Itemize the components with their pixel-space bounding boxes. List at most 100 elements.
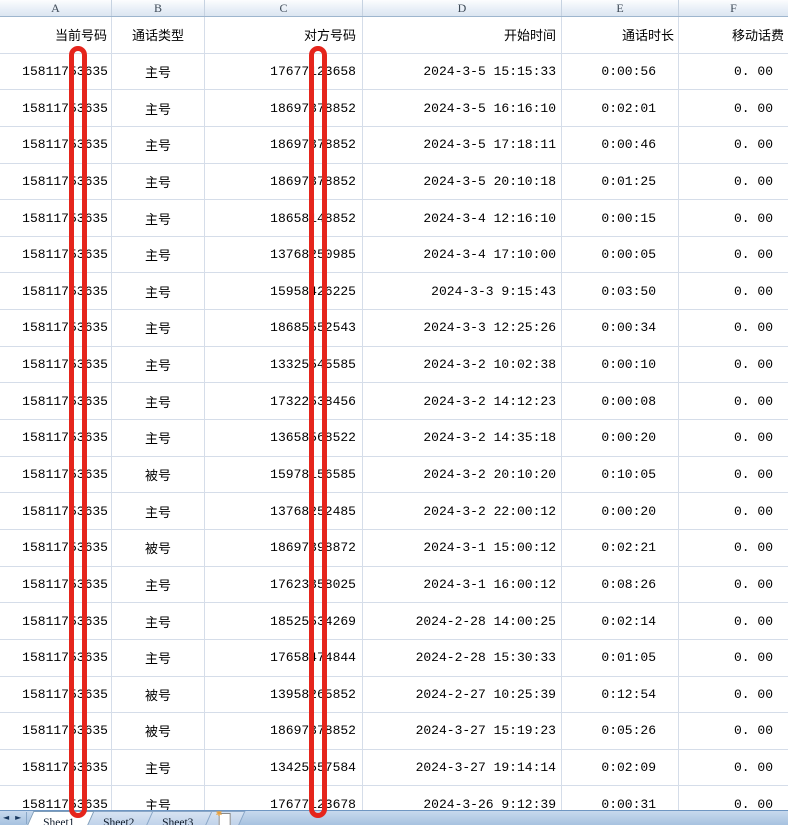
cell-other-number[interactable]: 15978156585: [205, 456, 363, 494]
cell-duration[interactable]: 0:00:56: [562, 53, 679, 91]
cell-mobile-fee[interactable]: 0. 00: [679, 127, 788, 164]
cell-duration[interactable]: 0:00:15: [562, 200, 679, 237]
cell-mobile-fee[interactable]: 0. 00: [679, 347, 788, 384]
cell-start-time[interactable]: 2024-3-5 15:15:33: [363, 53, 562, 91]
cell-other-number[interactable]: 18685552543: [205, 310, 363, 347]
cell-call-type[interactable]: 被号: [112, 713, 205, 750]
cell-start-time[interactable]: 2024-2-28 15:30:33: [363, 639, 562, 677]
cell-call-type[interactable]: 主号: [112, 346, 205, 384]
cell-call-type[interactable]: 主号: [112, 639, 205, 677]
cell-other-number[interactable]: 18525534269: [205, 603, 363, 640]
header-cell-mobile-fee[interactable]: 移动话费: [679, 17, 788, 54]
column-header-b[interactable]: B: [112, 0, 205, 16]
cell-start-time[interactable]: 2024-3-3 9:15:43: [363, 273, 562, 311]
cell-current-number[interactable]: 15811753635: [0, 420, 112, 457]
cell-start-time[interactable]: 2024-3-2 22:00:12: [363, 493, 562, 530]
tab-scroll-right-icon[interactable]: ►: [15, 813, 22, 822]
cell-current-number[interactable]: 15811753635: [0, 383, 112, 421]
cell-current-number[interactable]: 15811753635: [0, 493, 112, 530]
cell-start-time[interactable]: 2024-3-2 14:35:18: [363, 420, 562, 457]
cell-other-number[interactable]: 17623358025: [205, 566, 363, 604]
cell-other-number[interactable]: 13325545585: [205, 346, 363, 384]
cell-other-number[interactable]: 17322538456: [205, 383, 363, 421]
cell-call-type[interactable]: 主号: [112, 126, 205, 164]
cell-duration[interactable]: 0:02:09: [562, 749, 679, 787]
cell-other-number[interactable]: 17677123658: [205, 53, 363, 91]
header-cell-duration[interactable]: 通话时长: [562, 17, 679, 54]
cell-start-time[interactable]: 2024-3-2 10:02:38: [363, 346, 562, 384]
cell-duration[interactable]: 0:02:14: [562, 603, 679, 640]
cell-start-time[interactable]: 2024-2-27 10:25:39: [363, 676, 562, 714]
cell-current-number[interactable]: 15811753635: [0, 90, 112, 127]
cell-duration[interactable]: 0:10:05: [562, 456, 679, 494]
cell-mobile-fee[interactable]: 0. 00: [679, 90, 788, 127]
cell-start-time[interactable]: 2024-3-5 20:10:18: [363, 163, 562, 201]
tab-scroll-left-icon[interactable]: ◄: [3, 813, 10, 822]
cell-call-type[interactable]: 主号: [112, 383, 205, 421]
cell-duration[interactable]: 0:05:26: [562, 713, 679, 750]
cell-other-number[interactable]: 18697398872: [205, 529, 363, 567]
cell-duration[interactable]: 0:00:46: [562, 126, 679, 164]
cell-mobile-fee[interactable]: 0. 00: [679, 420, 788, 457]
cell-other-number[interactable]: 17658474844: [205, 639, 363, 677]
cell-other-number[interactable]: 18697378852: [205, 126, 363, 164]
cell-current-number[interactable]: 15811753635: [0, 639, 112, 677]
cell-call-type[interactable]: 主号: [112, 273, 205, 311]
cell-call-type[interactable]: 主号: [112, 566, 205, 604]
cell-call-type[interactable]: 主号: [112, 200, 205, 237]
cell-mobile-fee[interactable]: 0. 00: [679, 567, 788, 604]
header-cell-other-number[interactable]: 对方号码: [205, 17, 363, 54]
cell-start-time[interactable]: 2024-3-4 12:16:10: [363, 200, 562, 237]
cell-duration[interactable]: 0:00:08: [562, 383, 679, 421]
cell-duration[interactable]: 0:00:20: [562, 420, 679, 457]
cell-duration[interactable]: 0:01:25: [562, 163, 679, 201]
cell-other-number[interactable]: 13768252485: [205, 493, 363, 530]
cell-mobile-fee[interactable]: 0. 00: [679, 677, 788, 714]
cell-current-number[interactable]: 15811753635: [0, 456, 112, 494]
cell-duration[interactable]: 0:02:21: [562, 529, 679, 567]
cell-other-number[interactable]: 13958265852: [205, 676, 363, 714]
column-header-d[interactable]: D: [363, 0, 562, 16]
cell-mobile-fee[interactable]: 0. 00: [679, 603, 788, 640]
cell-call-type[interactable]: 被号: [112, 456, 205, 494]
cell-mobile-fee[interactable]: 0. 00: [679, 200, 788, 237]
cell-mobile-fee[interactable]: 0. 00: [679, 273, 788, 311]
cell-current-number[interactable]: 15811753635: [0, 126, 112, 164]
insert-sheet-button[interactable]: ✱: [202, 811, 246, 825]
cell-duration[interactable]: 0:03:50: [562, 273, 679, 311]
cell-current-number[interactable]: 15811753635: [0, 236, 112, 274]
cell-duration[interactable]: 0:01:05: [562, 639, 679, 677]
header-cell-call-type[interactable]: 通话类型: [112, 17, 205, 54]
cell-current-number[interactable]: 15811753635: [0, 603, 112, 640]
cell-call-type[interactable]: 主号: [112, 90, 205, 127]
cell-current-number[interactable]: 15811753635: [0, 273, 112, 311]
cell-call-type[interactable]: 主号: [112, 236, 205, 274]
cell-other-number[interactable]: 13768250985: [205, 236, 363, 274]
cell-start-time[interactable]: 2024-3-27 19:14:14: [363, 749, 562, 787]
cell-start-time[interactable]: 2024-3-3 12:25:26: [363, 310, 562, 347]
cell-current-number[interactable]: 15811753635: [0, 310, 112, 347]
cell-current-number[interactable]: 15811753635: [0, 713, 112, 750]
cell-call-type[interactable]: 主号: [112, 493, 205, 530]
cell-start-time[interactable]: 2024-3-26 9:12:39: [363, 786, 562, 824]
cell-current-number[interactable]: 15811753635: [0, 200, 112, 237]
cell-start-time[interactable]: 2024-3-4 17:10:00: [363, 236, 562, 274]
cell-mobile-fee[interactable]: 0. 00: [679, 164, 788, 201]
cell-duration[interactable]: 0:08:26: [562, 566, 679, 604]
cell-call-type[interactable]: 被号: [112, 529, 205, 567]
header-cell-current-number[interactable]: 当前号码: [0, 17, 112, 54]
cell-call-type[interactable]: 主号: [112, 420, 205, 457]
cell-call-type[interactable]: 主号: [112, 603, 205, 640]
cell-mobile-fee[interactable]: 0. 00: [679, 713, 788, 750]
cell-mobile-fee[interactable]: 0. 00: [679, 383, 788, 421]
column-header-c[interactable]: C: [205, 0, 363, 16]
cell-start-time[interactable]: 2024-2-28 14:00:25: [363, 603, 562, 640]
cell-other-number[interactable]: 15958426225: [205, 273, 363, 311]
cell-duration[interactable]: 0:12:54: [562, 676, 679, 714]
cell-mobile-fee[interactable]: 0. 00: [679, 54, 788, 91]
cell-mobile-fee[interactable]: 0. 00: [679, 310, 788, 347]
cell-duration[interactable]: 0:00:05: [562, 236, 679, 274]
cell-mobile-fee[interactable]: 0. 00: [679, 457, 788, 494]
column-header-e[interactable]: E: [562, 0, 679, 16]
cell-other-number[interactable]: 18697378852: [205, 163, 363, 201]
